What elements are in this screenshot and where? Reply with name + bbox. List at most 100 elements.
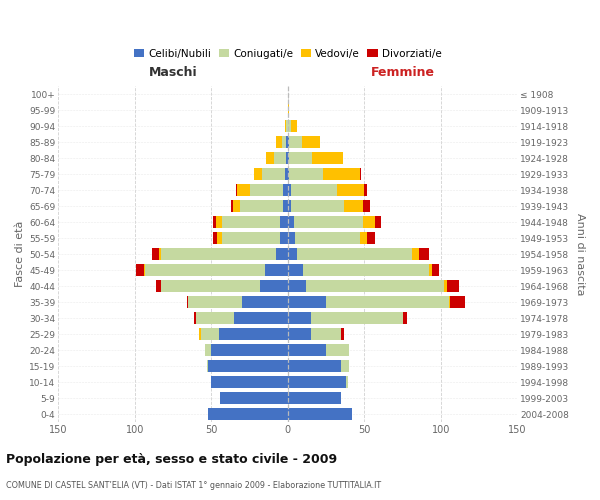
Bar	[213, 232, 217, 244]
Bar	[323, 168, 360, 180]
Text: COMUNE DI CASTEL SANT’ELIA (VT) - Dati ISTAT 1° gennaio 2009 - Elaborazione TUTT: COMUNE DI CASTEL SANT’ELIA (VT) - Dati I…	[6, 480, 381, 490]
Bar	[288, 232, 295, 244]
Bar	[360, 232, 367, 244]
Bar	[450, 296, 466, 308]
Bar	[161, 248, 275, 260]
Bar	[250, 184, 283, 196]
Bar	[281, 136, 286, 148]
Bar	[200, 328, 219, 340]
Bar	[375, 216, 381, 228]
Bar	[412, 248, 419, 260]
Bar	[291, 184, 337, 196]
Bar	[306, 280, 444, 292]
Bar	[288, 104, 289, 117]
Bar	[280, 232, 288, 244]
Bar	[288, 200, 291, 212]
Bar	[288, 184, 291, 196]
Bar	[360, 168, 361, 180]
Bar	[208, 360, 288, 372]
Bar	[242, 296, 288, 308]
Bar	[288, 376, 346, 388]
Bar	[222, 232, 280, 244]
Text: Popolazione per età, sesso e stato civile - 2009: Popolazione per età, sesso e stato civil…	[6, 452, 337, 466]
Bar	[419, 248, 428, 260]
Bar	[295, 232, 360, 244]
Bar	[275, 136, 281, 148]
Bar	[188, 296, 242, 308]
Bar	[311, 328, 341, 340]
Bar	[206, 360, 208, 372]
Bar	[231, 200, 233, 212]
Bar	[194, 312, 196, 324]
Bar	[312, 152, 343, 164]
Bar	[199, 328, 200, 340]
Bar	[344, 200, 363, 212]
Bar	[205, 344, 211, 356]
Bar	[289, 136, 302, 148]
Bar	[220, 392, 288, 404]
Bar	[136, 264, 144, 276]
Bar	[288, 264, 303, 276]
Bar	[283, 200, 288, 212]
Bar	[286, 120, 288, 132]
Bar	[285, 168, 288, 180]
Bar	[161, 280, 260, 292]
Legend: Celibi/Nubili, Coniugati/e, Vedovi/e, Divorziati/e: Celibi/Nubili, Coniugati/e, Vedovi/e, Di…	[130, 44, 446, 62]
Bar	[144, 264, 145, 276]
Text: Maschi: Maschi	[149, 66, 197, 80]
Bar	[291, 120, 297, 132]
Bar	[280, 216, 288, 228]
Bar	[217, 232, 222, 244]
Bar	[288, 328, 311, 340]
Bar	[326, 296, 449, 308]
Bar	[288, 136, 289, 148]
Bar	[288, 168, 289, 180]
Bar	[152, 248, 159, 260]
Bar	[234, 312, 288, 324]
Bar	[311, 312, 403, 324]
Bar	[364, 184, 367, 196]
Bar	[233, 200, 241, 212]
Bar	[208, 408, 288, 420]
Bar	[286, 136, 288, 148]
Bar	[196, 312, 234, 324]
Y-axis label: Anni di nascita: Anni di nascita	[575, 213, 585, 296]
Bar	[216, 216, 222, 228]
Bar	[262, 168, 285, 180]
Bar	[211, 376, 288, 388]
Bar	[288, 280, 306, 292]
Bar	[303, 264, 428, 276]
Bar	[346, 376, 347, 388]
Bar	[341, 360, 349, 372]
Bar	[444, 280, 447, 292]
Bar	[288, 344, 326, 356]
Bar	[449, 296, 450, 308]
Bar	[219, 328, 288, 340]
Bar	[288, 296, 326, 308]
Bar	[367, 232, 375, 244]
Bar	[156, 280, 161, 292]
Bar	[260, 280, 288, 292]
Bar	[447, 280, 459, 292]
Bar	[159, 248, 161, 260]
Bar	[237, 184, 250, 196]
Bar	[283, 184, 288, 196]
Y-axis label: Fasce di età: Fasce di età	[15, 221, 25, 288]
Bar	[403, 312, 407, 324]
Bar	[294, 216, 363, 228]
Bar	[266, 152, 274, 164]
Bar	[363, 216, 375, 228]
Bar	[341, 328, 344, 340]
Bar	[213, 216, 216, 228]
Bar	[274, 152, 286, 164]
Bar	[337, 184, 364, 196]
Bar	[291, 200, 344, 212]
Bar	[236, 184, 237, 196]
Bar	[289, 168, 323, 180]
Bar	[286, 152, 288, 164]
Bar	[241, 200, 283, 212]
Bar	[254, 168, 262, 180]
Bar	[288, 360, 341, 372]
Bar	[275, 248, 288, 260]
Text: Femmine: Femmine	[371, 66, 434, 80]
